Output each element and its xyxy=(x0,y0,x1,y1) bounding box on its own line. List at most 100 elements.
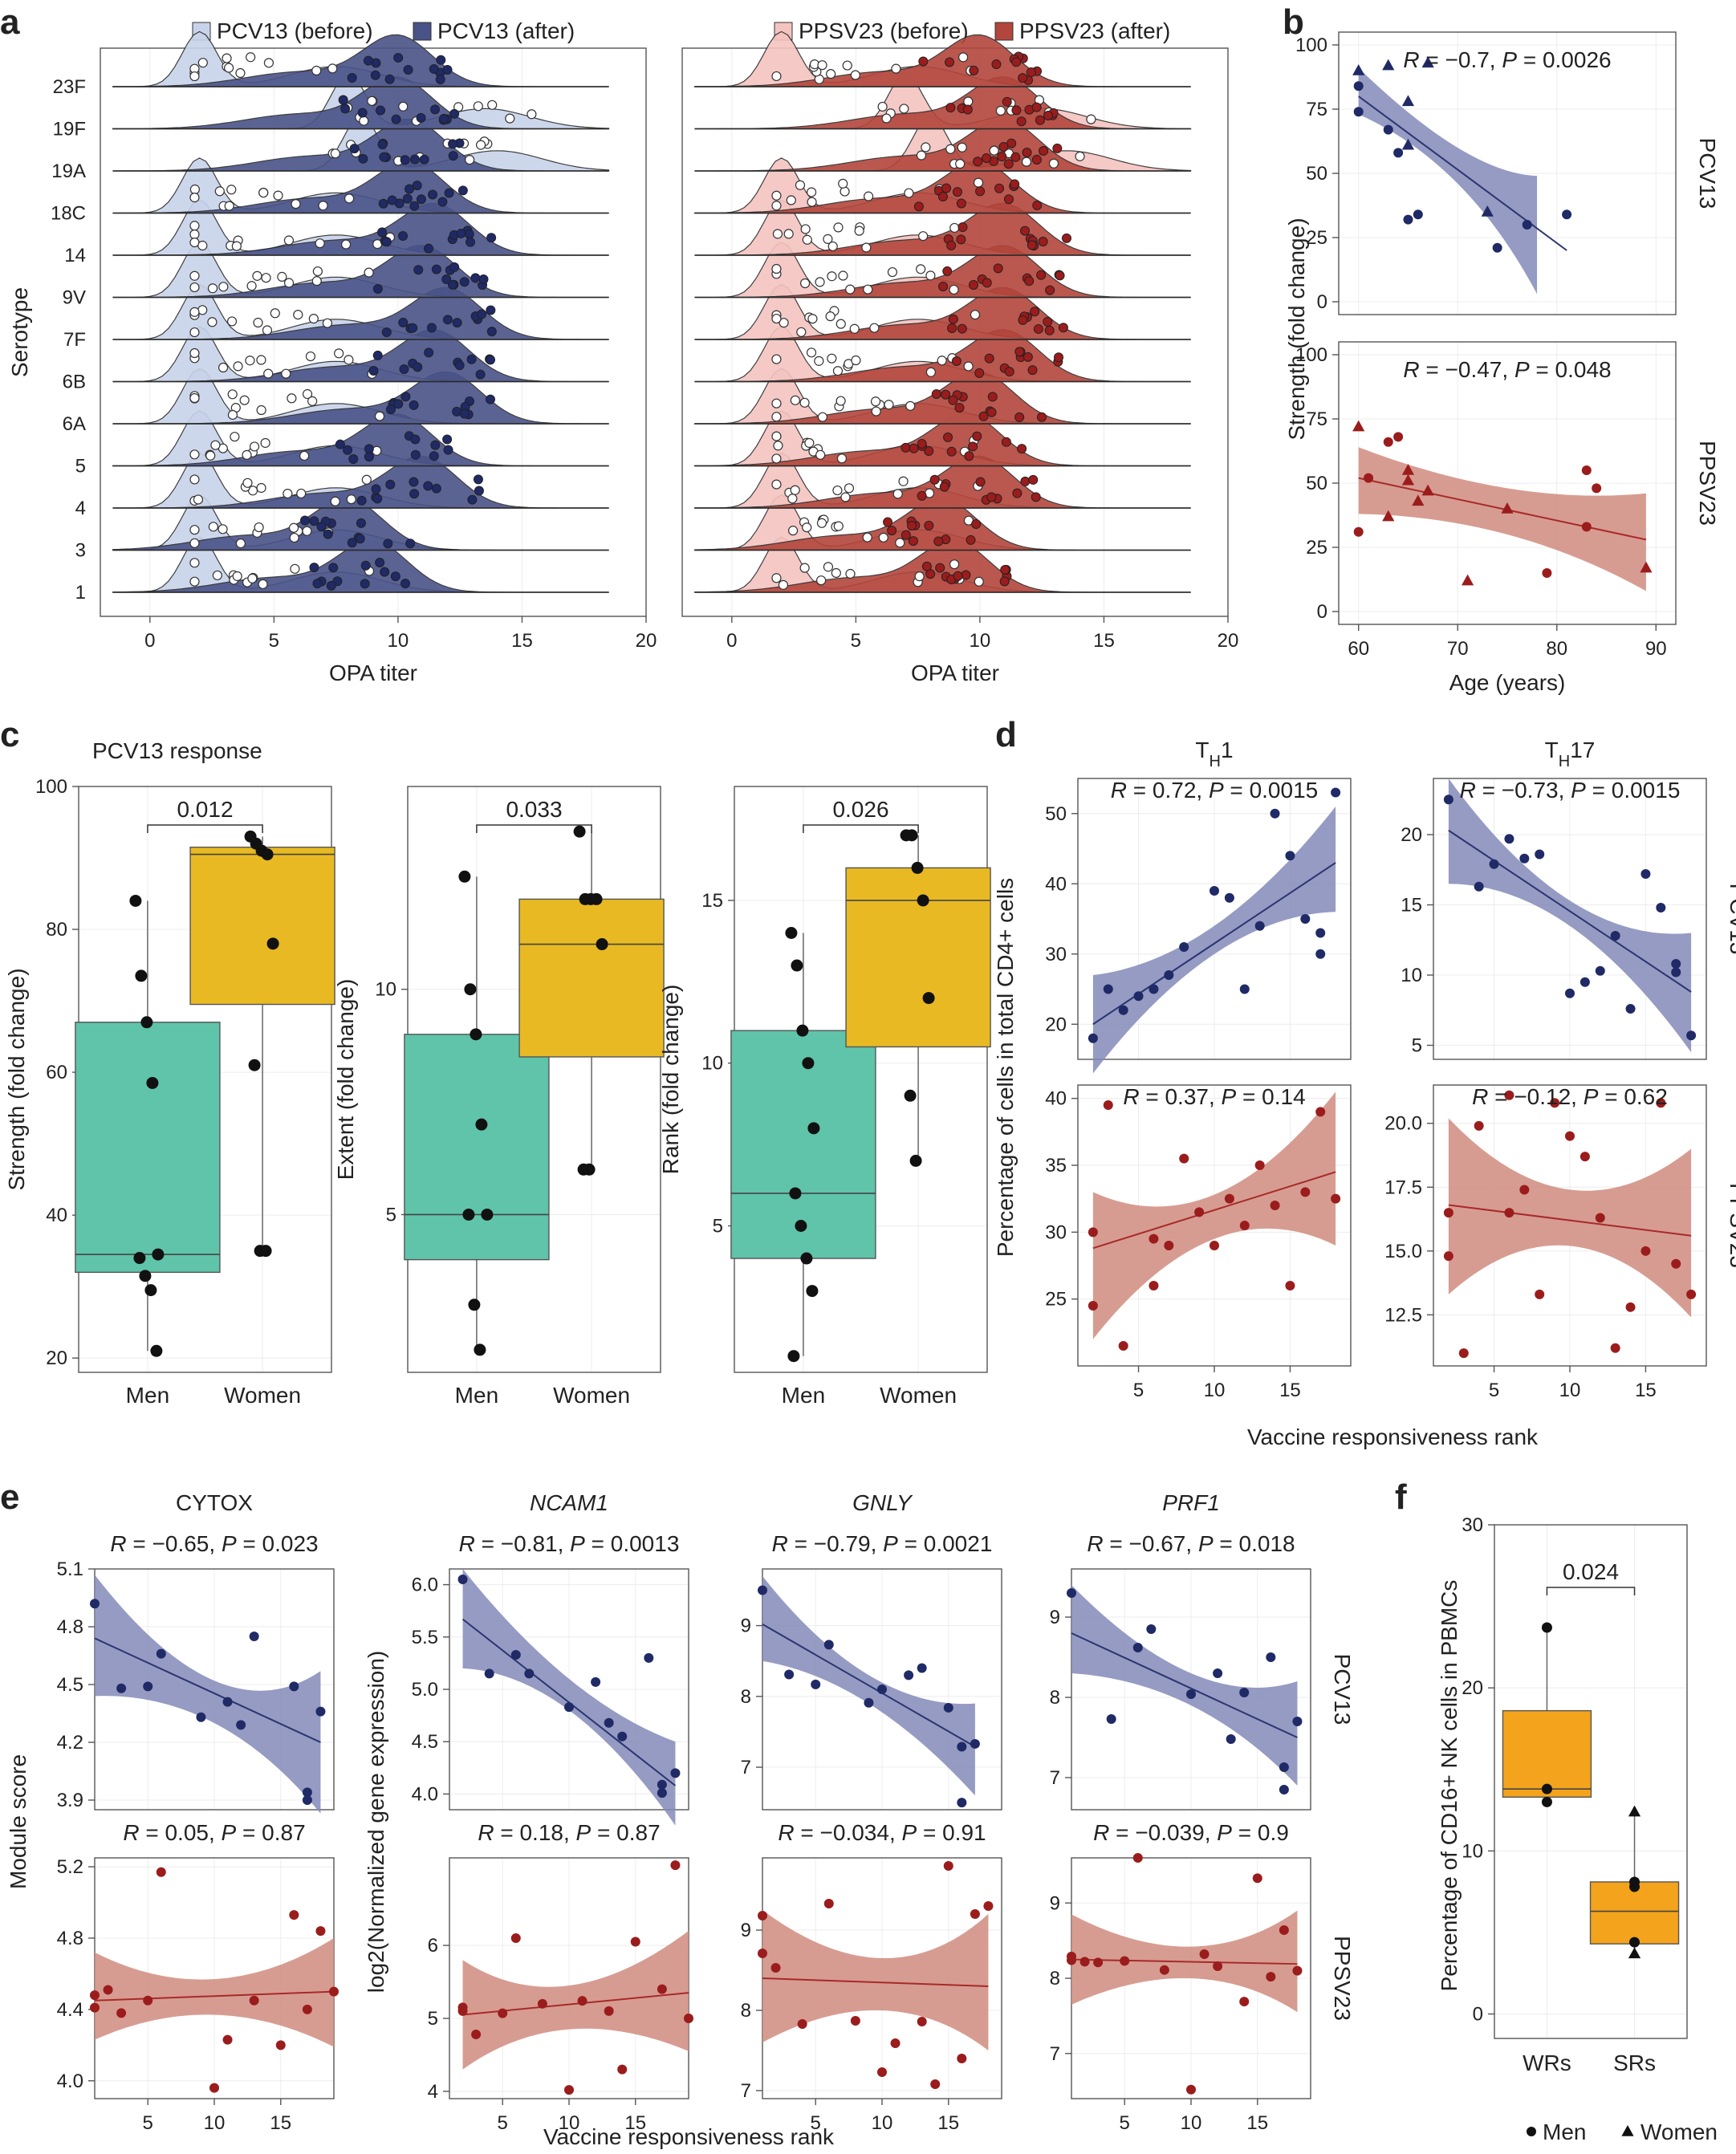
data-point xyxy=(249,1632,259,1641)
data-point xyxy=(152,1248,165,1261)
data-point-triangle xyxy=(1481,205,1494,217)
data-point-after xyxy=(444,188,454,198)
data-point-before xyxy=(270,308,280,319)
data-point xyxy=(1254,1160,1265,1170)
data-point-after xyxy=(964,451,974,461)
data-point-before xyxy=(835,319,846,329)
data-point-before xyxy=(925,270,936,281)
data-point xyxy=(156,1867,166,1877)
y-tick-label: 30 xyxy=(1045,944,1067,965)
data-point xyxy=(785,927,798,939)
data-point xyxy=(1640,869,1651,879)
data-point-after xyxy=(1031,102,1042,112)
data-point xyxy=(811,1679,821,1689)
data-point xyxy=(484,1668,494,1679)
data-point-after xyxy=(1033,323,1043,334)
data-point xyxy=(1592,483,1602,494)
x-category-label: Women xyxy=(224,1383,301,1408)
series-label: PPSV23 xyxy=(1695,441,1720,526)
data-point-after xyxy=(486,327,497,337)
data-point xyxy=(604,1717,614,1728)
data-point xyxy=(510,1649,521,1660)
y-tick-label: 25 xyxy=(1306,537,1327,559)
data-point xyxy=(943,1861,953,1871)
data-point-before xyxy=(854,226,864,236)
stat-label: R = 0.05, P = 0.87 xyxy=(123,1820,305,1845)
y-axis-label: Strength (fold change) xyxy=(4,968,29,1190)
y-tick-label: 7 xyxy=(1050,1767,1060,1789)
y-tick-label: 9 xyxy=(741,1616,751,1637)
data-point-after xyxy=(486,233,497,243)
data-point-before xyxy=(881,113,892,124)
data-point-before xyxy=(312,266,323,277)
data-point xyxy=(143,1995,153,2006)
data-point xyxy=(1285,1281,1295,1290)
y-tick-label: 17.5 xyxy=(1384,1177,1422,1198)
data-point-before xyxy=(795,180,806,190)
data-point xyxy=(1671,1258,1681,1269)
data-point xyxy=(1315,949,1326,959)
confidence-band xyxy=(1448,778,1692,1053)
data-point-before xyxy=(973,177,984,188)
data-point-before xyxy=(226,316,238,327)
data-point xyxy=(1270,1201,1280,1210)
data-point-after xyxy=(1044,325,1055,335)
y-tick-label: 0 xyxy=(1473,2004,1483,2026)
y-tick-label: 50 xyxy=(1306,163,1327,185)
data-point-triangle xyxy=(1401,473,1415,486)
data-point-after xyxy=(405,538,416,549)
data-point-before xyxy=(311,276,322,287)
data-point xyxy=(1331,1193,1341,1204)
y-tick-label: 75 xyxy=(1306,408,1327,430)
data-point-after xyxy=(945,103,956,113)
data-point xyxy=(657,1779,667,1790)
y-axis-label: Percentage of CD16+ NK cells in PBMCs xyxy=(1437,1580,1462,1992)
data-point-after xyxy=(1000,564,1010,575)
y-tick-label: 4.0 xyxy=(57,2071,83,2092)
data-point-after xyxy=(443,445,453,455)
serotype-label: 18C xyxy=(51,203,86,225)
x-category-label: Women xyxy=(880,1383,957,1408)
confidence-band xyxy=(95,1938,334,2047)
data-point-before xyxy=(487,100,498,110)
data-point-before xyxy=(256,482,266,494)
x-tick-label: 0 xyxy=(144,630,155,652)
data-point-after xyxy=(403,64,413,75)
data-point-before xyxy=(945,144,956,154)
y-tick-label: 10 xyxy=(1462,1840,1483,1862)
data-point-before xyxy=(970,310,981,320)
data-point-after xyxy=(1022,352,1033,362)
data-point-before xyxy=(189,282,200,293)
data-point xyxy=(1186,1689,1196,1699)
data-point xyxy=(116,2008,127,2018)
y-tick-label: 4.4 xyxy=(57,1999,83,2021)
y-tick-label: 9 xyxy=(741,1920,751,1941)
data-point-after xyxy=(400,155,410,165)
data-point-after xyxy=(452,318,462,328)
y-tick-label: 100 xyxy=(1295,35,1327,56)
data-point-after xyxy=(409,201,420,211)
data-point-before xyxy=(218,282,229,292)
data-point-before xyxy=(315,238,325,249)
data-point xyxy=(758,1585,767,1595)
data-point-after xyxy=(966,534,976,545)
regression-line xyxy=(1448,829,1692,993)
data-point xyxy=(1266,1652,1276,1662)
data-point xyxy=(261,848,274,861)
data-point-before xyxy=(189,538,200,548)
data-point xyxy=(1519,853,1530,864)
data-point xyxy=(1595,1213,1605,1223)
x-tick-label: 60 xyxy=(1348,638,1369,660)
data-point-after xyxy=(309,516,319,526)
serotype-label: 1 xyxy=(75,582,86,604)
y-tick-label: 6 xyxy=(428,1935,438,1957)
data-point xyxy=(1579,977,1590,987)
data-point-after xyxy=(428,189,438,200)
data-point-after xyxy=(1045,285,1055,295)
y-axis-label: Module score xyxy=(6,1754,30,1889)
data-point-before xyxy=(832,366,844,376)
panel-label-a: a xyxy=(0,2,20,42)
data-point-after xyxy=(486,355,496,365)
data-point-before xyxy=(773,441,783,451)
data-point-after xyxy=(1002,96,1012,107)
